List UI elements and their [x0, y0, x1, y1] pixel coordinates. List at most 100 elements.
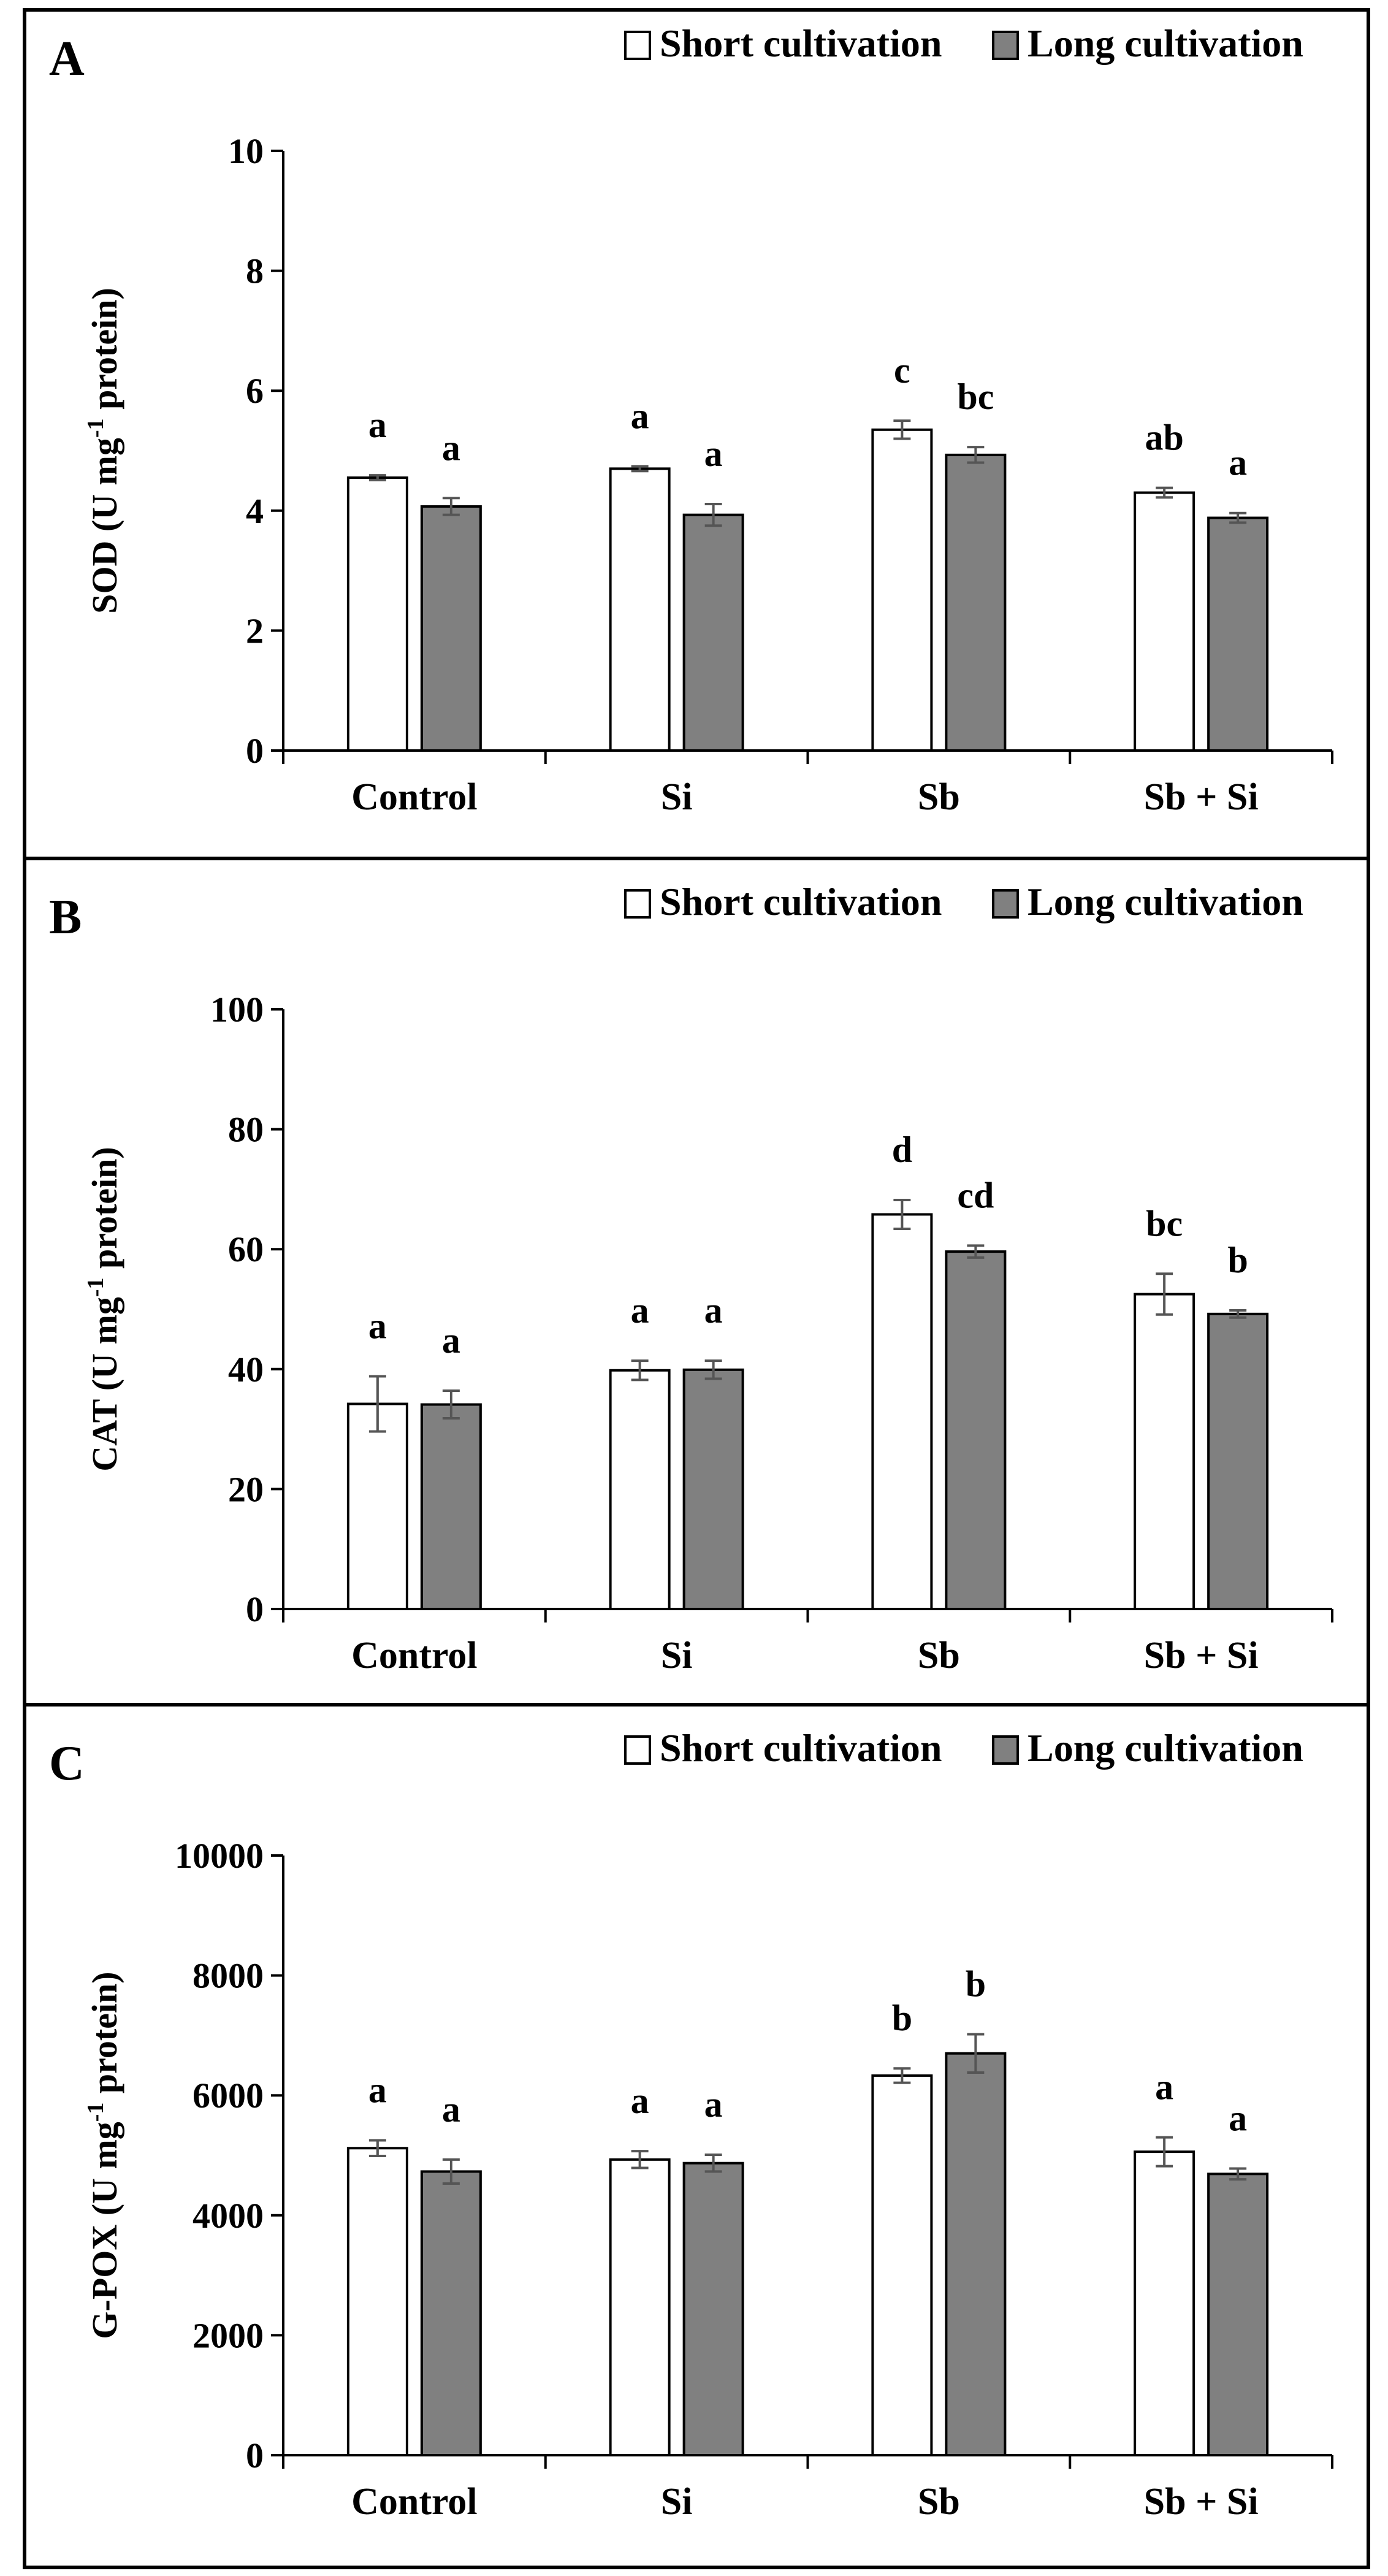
bar-long: [1207, 2173, 1269, 2457]
bar-short: [346, 1402, 408, 1610]
bar-short: [1134, 491, 1195, 752]
y-tick-label: 4: [246, 491, 264, 531]
bar-short: [1134, 2150, 1195, 2457]
x-category-label: Control: [351, 1635, 478, 1676]
bar-short: [609, 2158, 671, 2456]
significance-label-short: a: [368, 2070, 387, 2111]
y-tick-label: 0: [246, 2436, 264, 2475]
y-axis-title: G-POX (U mg-1 protein): [83, 1971, 124, 2339]
significance-label-long: a: [704, 1290, 723, 1331]
significance-label-long: b: [966, 1963, 986, 2004]
significance-label-short: a: [631, 2081, 649, 2121]
bar-short: [609, 1369, 671, 1611]
bar-short: [871, 1213, 933, 1610]
significance-label-short: c: [894, 350, 910, 391]
bar-long: [1207, 516, 1269, 752]
significance-label-short: bc: [1146, 1203, 1183, 1244]
significance-label-short: d: [892, 1129, 912, 1170]
significance-label-long: bc: [957, 376, 994, 417]
legend-swatch-short: [624, 1735, 651, 1765]
y-tick-label: 2000: [193, 2315, 264, 2355]
y-tick-label: 4000: [193, 2196, 264, 2236]
y-tick-label: 2: [246, 611, 264, 651]
x-category-label: Sb: [918, 2481, 960, 2523]
bar-short: [346, 2147, 408, 2456]
panel-b: B Short cultivation Long cultivation 0 20 40 6…: [23, 857, 1370, 1707]
legend-swatch-long: [992, 31, 1019, 60]
x-category-label: Sb + Si: [1144, 2481, 1259, 2523]
y-axis-title: CAT (U mg-1 protein): [83, 1147, 124, 1471]
significance-label-long: a: [442, 2089, 460, 2130]
significance-label-long: a: [1229, 443, 1247, 483]
bar-long: [420, 1403, 482, 1610]
bar-short: [871, 428, 933, 752]
bar-long: [682, 2161, 744, 2457]
bar-short: [346, 476, 408, 752]
significance-label-long: a: [442, 427, 460, 468]
x-category-label: Si: [661, 776, 693, 818]
bar-short: [871, 2074, 933, 2456]
significance-label-short: a: [631, 396, 649, 436]
panel-c: C Short cultivation Long cultivation 0 2000 4…: [23, 1703, 1370, 2569]
significance-label-long: a: [1229, 2098, 1247, 2139]
panel-a: A Short cultivation Long cultivation 0 2 4 6 8 1…: [23, 8, 1370, 860]
y-tick-label: 6: [246, 371, 264, 411]
x-category-label: Control: [351, 2481, 478, 2523]
significance-label-short: a: [1155, 2067, 1173, 2108]
panel-letter: A: [49, 32, 85, 86]
y-tick-label: 20: [228, 1469, 264, 1509]
y-tick-label: 10000: [175, 1836, 264, 1876]
bar-long: [420, 2170, 482, 2456]
y-tick-label: 80: [228, 1110, 264, 1150]
significance-label-short: a: [631, 1290, 649, 1331]
x-category-label: Sb + Si: [1144, 776, 1259, 818]
y-tick-label: 8000: [193, 1956, 264, 1996]
significance-label-short: b: [892, 1998, 912, 2038]
significance-label-long: a: [704, 2084, 723, 2125]
significance-label-short: ab: [1145, 418, 1183, 458]
x-category-label: Si: [661, 2481, 693, 2523]
y-tick-label: 40: [228, 1350, 264, 1389]
legend-label-short: Short cultivation: [660, 1726, 942, 1770]
bar-long: [945, 453, 1007, 752]
y-tick-label: 0: [246, 731, 264, 771]
panel-letter: B: [49, 890, 82, 944]
bar-short: [1134, 1293, 1195, 1611]
panel-frame: [23, 1703, 1370, 2569]
legend-swatch-short: [624, 31, 651, 60]
legend-label-long: Long cultivation: [1028, 21, 1303, 65]
significance-label-short: a: [368, 1306, 387, 1347]
legend-swatch-short: [624, 889, 651, 919]
x-category-label: Sb + Si: [1144, 1635, 1259, 1676]
significance-label-long: a: [442, 1320, 460, 1361]
y-tick-label: 100: [210, 990, 264, 1030]
significance-label-short: a: [368, 405, 387, 445]
y-tick-label: 8: [246, 251, 264, 291]
significance-label-long: cd: [957, 1175, 994, 1215]
legend-label-short: Short cultivation: [660, 21, 942, 65]
bar-long: [945, 1250, 1007, 1611]
y-tick-label: 0: [246, 1589, 264, 1629]
significance-label-long: a: [704, 434, 723, 474]
legend-swatch-long: [992, 889, 1019, 919]
y-tick-label: 6000: [193, 2076, 264, 2115]
x-category-label: Sb: [918, 776, 960, 818]
bar-long: [682, 513, 744, 752]
legend-label-long: Long cultivation: [1028, 880, 1303, 923]
bar-long: [1207, 1312, 1269, 1610]
significance-label-long: b: [1227, 1240, 1248, 1280]
bar-short: [609, 467, 671, 752]
legend-swatch-long: [992, 1735, 1019, 1765]
x-category-label: Si: [661, 1635, 693, 1676]
y-tick-label: 10: [228, 131, 264, 171]
y-axis-title: SOD (U mg-1 protein): [83, 288, 124, 614]
bar-long: [420, 505, 482, 752]
legend-label-short: Short cultivation: [660, 880, 942, 923]
bar-long: [682, 1368, 744, 1611]
legend-label-long: Long cultivation: [1028, 1726, 1303, 1770]
panel-letter: C: [49, 1737, 85, 1791]
x-category-label: Sb: [918, 1635, 960, 1676]
bar-long: [945, 2052, 1007, 2456]
x-category-label: Control: [351, 776, 478, 818]
